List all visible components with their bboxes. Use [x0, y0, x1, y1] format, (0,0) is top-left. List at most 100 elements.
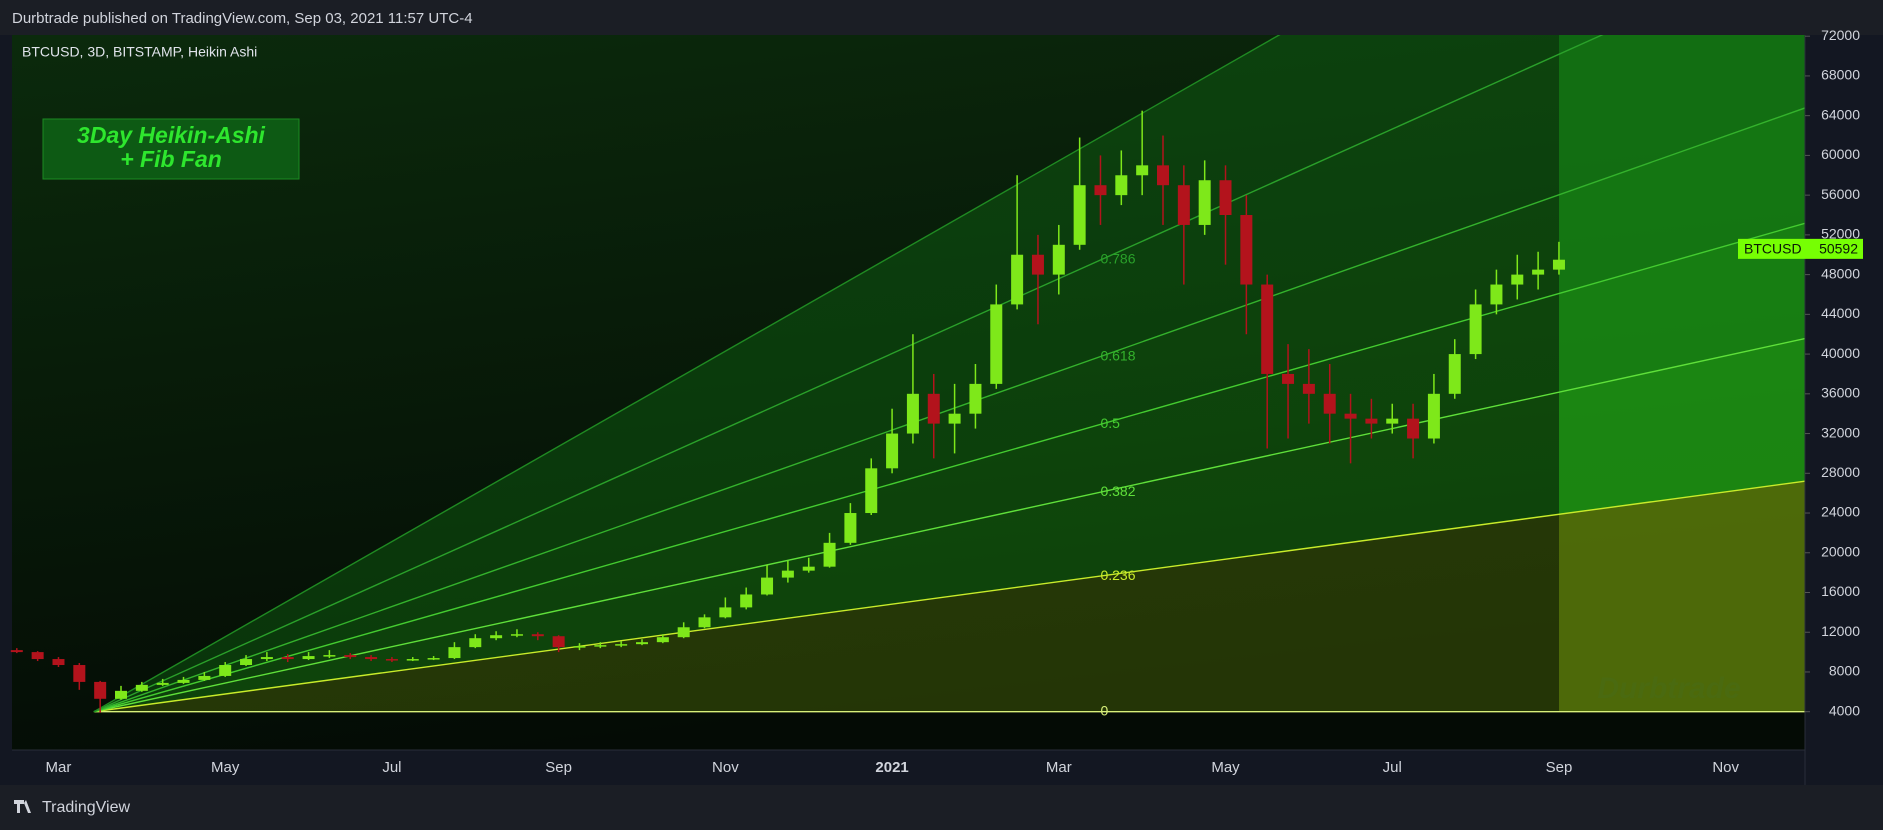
y-tick-label: 48000 [1821, 265, 1860, 281]
y-tick-label: 64000 [1821, 106, 1860, 122]
x-tick-label: Sep [545, 759, 572, 776]
candle-body [344, 655, 357, 658]
candle-body [1094, 185, 1107, 196]
candle-body [615, 644, 628, 646]
candle-body [198, 675, 211, 680]
x-tick-label: Jul [1383, 759, 1402, 776]
fan-level-label: 0.5 [1100, 415, 1120, 431]
candle-body [219, 665, 232, 676]
fan-line [93, 337, 1805, 713]
fan-level-label: 0.382 [1100, 483, 1135, 499]
candle-body [927, 393, 940, 424]
candle-body [73, 665, 86, 682]
time-axis [12, 750, 1805, 785]
fan-labels: 0 0.236 0.382 0.5 0.618 0.786 [1100, 251, 1135, 719]
candle-body [240, 659, 253, 666]
fan-line [93, 35, 1281, 713]
fan-band [1559, 35, 1805, 195]
candle-body [719, 607, 732, 618]
x-tick-label: Nov [1712, 759, 1739, 776]
candle-body [1448, 354, 1461, 394]
candle-body [1261, 284, 1274, 374]
fan-band [93, 35, 1559, 712]
candle-body [469, 638, 482, 648]
last-price-box [1738, 238, 1863, 259]
last-price-value: 50592 [1819, 241, 1858, 257]
x-tick-label: May [211, 759, 240, 776]
candle-body [948, 413, 961, 424]
candle-body [302, 656, 315, 660]
candle-body [31, 652, 44, 660]
fan-lines [93, 35, 1805, 713]
candle-body [698, 617, 711, 628]
candle-body [906, 393, 919, 434]
candle-body [573, 646, 586, 648]
candle-body [427, 658, 440, 660]
y-tick-label: 52000 [1821, 226, 1860, 242]
candle-body [1427, 393, 1440, 439]
y-tick-label: 72000 [1821, 27, 1860, 43]
fan-line [93, 35, 1604, 713]
y-tick-label: 44000 [1821, 305, 1860, 321]
y-tick-label: 12000 [1821, 623, 1860, 639]
y-tick-label: 20000 [1821, 543, 1860, 559]
candle-body [865, 468, 878, 514]
fan-line [93, 222, 1805, 713]
fan-level-label: 0.618 [1100, 347, 1135, 363]
candle-body [1302, 383, 1315, 394]
fan-level-label: 0.236 [1100, 567, 1135, 583]
fan-level-label: 0 [1100, 702, 1108, 718]
footer-bar [0, 785, 1883, 830]
candle-body [510, 634, 523, 636]
candle-body [1490, 284, 1503, 305]
candle-body [281, 657, 294, 660]
candle-body [1511, 274, 1524, 285]
candle-body [1115, 175, 1128, 196]
candle-body [636, 642, 648, 645]
candle-body [323, 655, 336, 657]
header-bar [0, 0, 1883, 35]
candle-body [594, 645, 607, 647]
price-axis [1805, 35, 1883, 785]
x-tick-label: Mar [46, 759, 72, 776]
last-price-symbol: BTCUSD [1744, 241, 1802, 257]
candle-body [490, 635, 503, 639]
y-tick-label: 28000 [1821, 464, 1860, 480]
candle-body [1011, 254, 1024, 305]
title-line: + Fib Fan [120, 146, 222, 172]
y-tick-label: 68000 [1821, 67, 1860, 83]
header-text: Durbtrade published on TradingView.com, … [12, 10, 473, 27]
candle-body [823, 542, 836, 567]
y-tick-label: 4000 [1829, 702, 1860, 718]
y-tick-label: 56000 [1821, 186, 1860, 202]
candle-body [781, 570, 794, 578]
fan-band [1559, 107, 1805, 294]
fan-band [1559, 481, 1805, 712]
y-tick-label: 8000 [1829, 663, 1860, 679]
x-tick-label: Nov [712, 759, 739, 776]
x-tick-label: Sep [1546, 759, 1573, 776]
axes: 4000 8000 12000 16000 20000 24000 28000 32000 36… [46, 27, 1863, 776]
candle-body [1073, 185, 1086, 245]
candle-body [10, 650, 23, 653]
candles [10, 110, 1565, 713]
x-tick-label: May [1211, 759, 1240, 776]
candle-body [531, 634, 544, 637]
x-tick-label: Jul [382, 759, 401, 776]
fan-band [1559, 223, 1805, 393]
fan-line [93, 107, 1805, 713]
plot-background [12, 35, 1805, 750]
y-tick-label: 40000 [1821, 345, 1860, 361]
candle-body [552, 636, 565, 648]
y-tick-label: 60000 [1821, 146, 1860, 162]
candle-body [1365, 418, 1378, 424]
candle-body [1136, 165, 1149, 176]
candle-body [1198, 180, 1211, 225]
candle-body [1407, 418, 1420, 439]
candle-body [1177, 185, 1190, 225]
candle-body [1219, 180, 1232, 216]
candle-body [1386, 418, 1399, 424]
candle-body [656, 637, 669, 643]
